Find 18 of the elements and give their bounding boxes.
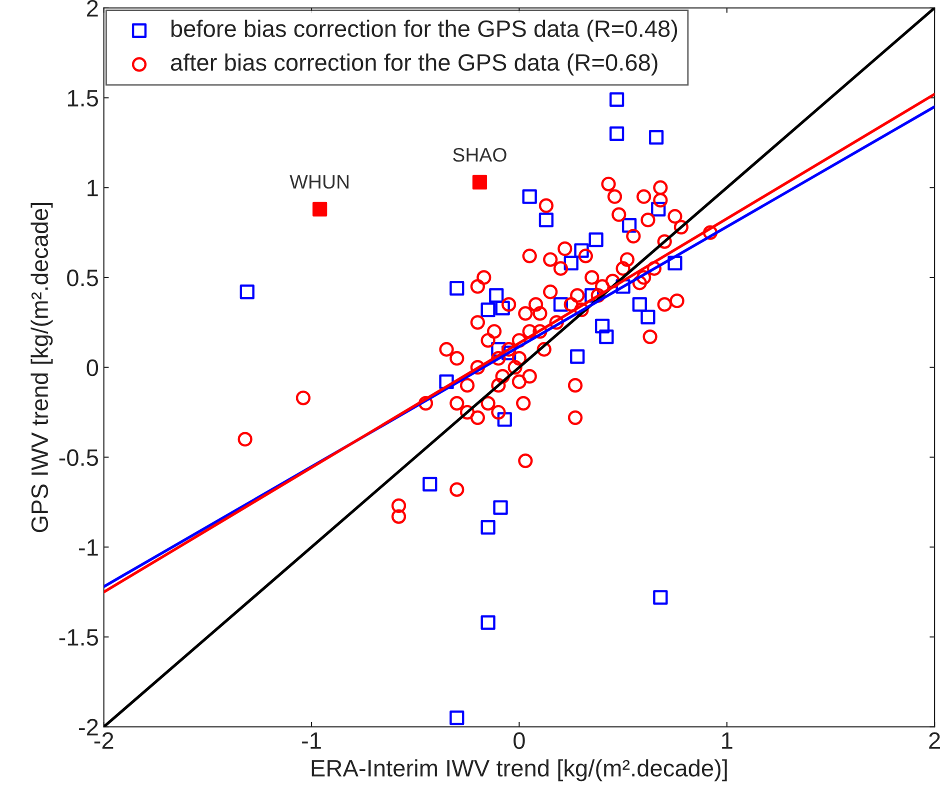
y-tick-label: 0.5	[67, 270, 98, 286]
x-tick-label: 2	[929, 732, 940, 749]
x-tick-label: -1	[302, 732, 321, 749]
x-tick-label: 0	[514, 732, 525, 750]
y-tick-label: -0.5	[59, 449, 98, 466]
x-axis-title: ERA-Interim IWV trend [kg/(m².decade)]	[312, 759, 727, 782]
legend-label: before bias correction for the GPS data (R=0.48)	[171, 20, 678, 42]
y-tick-label: 1	[88, 180, 98, 196]
y-tick-label: -1	[79, 539, 98, 556]
annotation: WHUN	[290, 175, 348, 189]
y-axis-title: GPS IWV trend [kg/(m².decade]	[30, 203, 53, 532]
x-tick-label: 1	[722, 732, 732, 749]
legend-label: after bias correction for the GPS data (R=0.68)	[170, 54, 658, 76]
y-tick-label: 0	[86, 359, 98, 376]
y-tick-label: -1.5	[59, 629, 98, 646]
y-tick-label: 2	[87, 0, 98, 16]
annotation: SHAO	[453, 148, 506, 162]
y-tick-label: 1.5	[68, 90, 98, 107]
